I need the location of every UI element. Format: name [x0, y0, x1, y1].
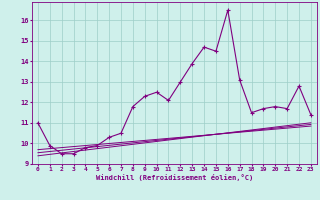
X-axis label: Windchill (Refroidissement éolien,°C): Windchill (Refroidissement éolien,°C): [96, 174, 253, 181]
